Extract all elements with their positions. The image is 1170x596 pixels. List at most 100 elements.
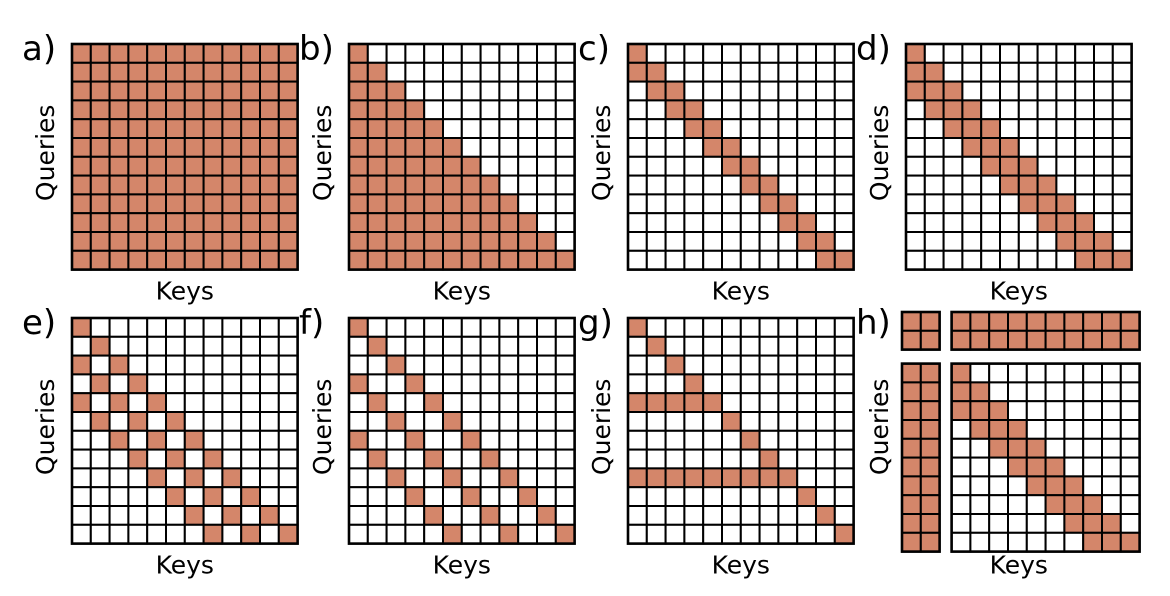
- attention-cell: [645, 99, 667, 121]
- global-rows-cell: [1082, 311, 1103, 332]
- attention-cell: [517, 392, 539, 414]
- attention-cell: [165, 137, 186, 158]
- attention-cell: [385, 231, 407, 252]
- attention-cell: [240, 61, 261, 83]
- attention-cell: [385, 43, 407, 64]
- attention-cell: [664, 317, 686, 338]
- attention-cell: [259, 80, 280, 102]
- attention-cell: [815, 249, 836, 271]
- attention-cell: [942, 193, 964, 215]
- attention-cell: [479, 335, 501, 357]
- attention-cell: [664, 155, 686, 177]
- attention-cell: [71, 317, 92, 338]
- attention-cell: [536, 212, 557, 233]
- main-cell: [1063, 494, 1085, 516]
- global-rows-cell: [1025, 311, 1047, 332]
- attention-cell: [739, 411, 761, 432]
- attention-cell: [645, 118, 667, 139]
- main-cell: [1025, 494, 1047, 516]
- attention-cell: [146, 43, 167, 64]
- attention-cell: [664, 523, 686, 545]
- attention-cell: [627, 373, 648, 395]
- attention-cell: [442, 212, 463, 233]
- attention-cell: [385, 317, 407, 338]
- attention-cell: [942, 61, 964, 83]
- attention-cell: [961, 137, 983, 158]
- attention-cell: [202, 231, 224, 252]
- global-rows-cell: [988, 329, 1010, 351]
- attention-cell: [683, 174, 705, 196]
- main-cell: [1101, 419, 1122, 440]
- main-cell: [1082, 494, 1103, 516]
- attention-cell: [240, 155, 261, 177]
- attention-cell: [366, 486, 388, 508]
- attention-cell: [721, 448, 742, 470]
- attention-cell: [89, 43, 111, 64]
- attention-cell: [460, 155, 482, 177]
- attention-cell: [554, 411, 576, 432]
- main-cell: [1044, 381, 1066, 403]
- attention-cell: [664, 392, 686, 414]
- attention-cell: [240, 212, 261, 233]
- attention-cell: [536, 448, 557, 470]
- main-cell: [1025, 456, 1047, 478]
- attention-cell: [202, 429, 224, 451]
- attention-cell: [108, 193, 130, 215]
- attention-cell: [905, 231, 926, 252]
- global-cols-cell: [919, 475, 941, 497]
- attention-cell: [923, 137, 945, 158]
- attention-cell: [202, 61, 224, 83]
- attention-cell: [183, 373, 205, 395]
- attention-cell: [240, 411, 261, 432]
- attention-cell: [127, 467, 149, 489]
- attention-cell: [923, 249, 945, 271]
- main-cell: [1025, 400, 1047, 422]
- attention-cell: [127, 486, 149, 508]
- attention-cell: [183, 411, 205, 432]
- attention-cell: [627, 317, 648, 338]
- attention-cell: [240, 392, 261, 414]
- main-cell: [1025, 419, 1047, 440]
- attention-border: [70, 42, 299, 271]
- panel-label: c): [578, 29, 610, 69]
- attention-cell: [366, 193, 388, 215]
- attention-cell: [146, 249, 167, 271]
- attention-cell: [183, 61, 205, 83]
- attention-cell: [479, 80, 501, 102]
- main-cell: [1063, 362, 1085, 384]
- attention-cell: [498, 137, 520, 158]
- attention-cell: [796, 486, 818, 508]
- attention-cell: [942, 43, 964, 64]
- attention-cell: [221, 212, 243, 233]
- global-rows-cell: [1119, 329, 1141, 351]
- attention-cell: [348, 137, 369, 158]
- attention-cell: [517, 523, 539, 545]
- attention-cell: [923, 212, 945, 233]
- attention-cell: [423, 174, 445, 196]
- panel-label: e): [22, 303, 56, 343]
- global-cols-cell: [901, 494, 922, 516]
- attention-cell: [108, 486, 130, 508]
- attention-cell: [536, 505, 557, 526]
- attention-cell: [815, 429, 836, 451]
- attention-cell: [423, 392, 445, 414]
- attention-cell: [165, 392, 186, 414]
- attention-cell: [517, 231, 539, 252]
- attention-cell: [108, 174, 130, 196]
- global-cols-cell: [919, 531, 941, 553]
- panel-b: b) Keys Queries: [299, 29, 576, 306]
- attention-cell: [739, 249, 761, 271]
- main-cell: [1044, 531, 1066, 553]
- attention-cell: [146, 335, 167, 357]
- attention-cell: [923, 155, 945, 177]
- attention-cell: [758, 523, 780, 545]
- main-cell: [1119, 400, 1141, 422]
- attention-cell: [999, 212, 1020, 233]
- attention-cell: [498, 411, 520, 432]
- main-cell: [1101, 475, 1122, 497]
- global-rows-cell: [1044, 329, 1066, 351]
- attention-cell: [183, 137, 205, 158]
- attention-cell: [815, 505, 836, 526]
- attention-cell: [404, 137, 426, 158]
- attention-cell: [1036, 118, 1058, 139]
